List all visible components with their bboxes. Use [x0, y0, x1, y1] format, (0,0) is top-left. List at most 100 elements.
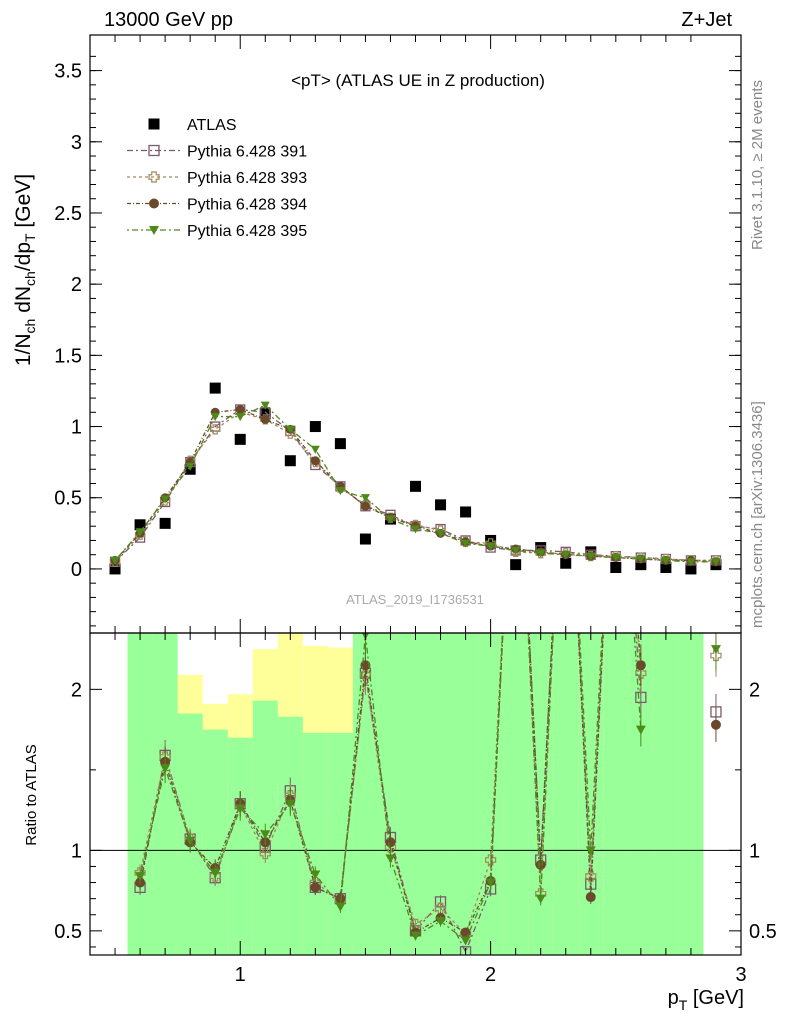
main-point-0-13	[435, 499, 447, 511]
legend-marker-4	[149, 226, 159, 235]
legend-marker-0	[148, 118, 160, 130]
ratio-point-3-3	[185, 836, 196, 846]
ratio-point-0-14	[459, 946, 472, 955]
main-point-0-20	[610, 562, 622, 574]
band-green-10	[377, 633, 403, 955]
x-axis-label: pT [GeV]	[668, 987, 744, 1013]
ratio-point-1-4	[209, 870, 221, 882]
axis-ticks	[90, 35, 741, 955]
legend-label-1: Pythia 6.428 391	[187, 144, 307, 161]
band-green-15	[503, 633, 529, 955]
band-green-4	[227, 737, 253, 955]
main-point-4-5	[235, 412, 245, 422]
header-right-label: Z+Jet	[681, 9, 732, 31]
ratio-point-2-19	[585, 892, 596, 903]
ratio-point-3-2	[160, 764, 171, 774]
main-point-4-4	[210, 412, 220, 422]
legend: ATLAS Pythia 6.428 391 Pythia 6.428 393 Pyt…	[127, 117, 307, 240]
band-green-22	[678, 633, 704, 955]
main-point-0-22	[660, 562, 672, 574]
ratio-series	[134, 633, 722, 955]
main-point-4-3	[185, 462, 195, 471]
main-point-3-10	[360, 501, 370, 511]
band-green-3	[202, 729, 228, 955]
ratio-point-3-6	[260, 830, 271, 840]
main-point-4-14	[461, 539, 471, 548]
main-point-1-4	[210, 421, 221, 432]
main-point-4-12	[411, 525, 420, 534]
band-green-17	[553, 633, 579, 955]
main-y-tick-label-4: 2	[71, 274, 82, 296]
band-green-7	[302, 732, 328, 955]
legend-label-0: ATLAS	[187, 117, 237, 134]
main-point-4-13	[436, 529, 446, 538]
main-y-tick-label-2: 1	[71, 417, 82, 439]
main-point-4-7	[285, 425, 295, 434]
main-series-4	[110, 401, 721, 567]
legend-marker-2	[148, 171, 160, 183]
band-green-21	[653, 633, 679, 955]
rivet-version-label: Rivet 3.1.10, ≥ 2M events	[749, 80, 766, 250]
main-point-4-1	[135, 528, 145, 537]
axis-tick-labels: 00.511.522.533.51 2 30.5 0.51 12 2	[54, 61, 777, 986]
ratio-point-3-1	[135, 872, 146, 882]
ratio-point-3-13	[435, 917, 446, 927]
ratio-point-1-24	[710, 649, 722, 662]
main-y-tick-label-0: 0	[71, 559, 82, 581]
main-point-0-16	[510, 559, 522, 571]
main-point-3-8	[310, 456, 320, 466]
ratio-point-3-8	[310, 870, 321, 880]
main-point-4-19	[586, 552, 596, 561]
main-series-0	[109, 382, 722, 575]
ratio-point-3-14	[460, 936, 471, 946]
legend-marker-1	[148, 144, 160, 157]
main-point-0-0	[109, 563, 121, 575]
legend-label-3: Pythia 6.428 394	[187, 197, 307, 214]
ratio-point-1-19	[585, 870, 597, 882]
main-point-0-8	[309, 421, 321, 433]
ratio-point-2-9	[335, 893, 346, 904]
ratio-y-tick-label-right-1: 1	[749, 840, 760, 862]
main-point-4-0	[110, 556, 120, 565]
ratio-point-3-21	[635, 725, 646, 735]
main-point-4-16	[511, 546, 521, 555]
main-point-0-4	[209, 382, 221, 394]
ratio-point-1-6	[259, 847, 271, 860]
ratio-point-2-11	[385, 837, 396, 848]
band-green-13	[453, 633, 479, 955]
band-green-19	[603, 633, 629, 955]
main-point-4-20	[611, 553, 621, 563]
ratio-series-3	[135, 633, 721, 946]
main-point-4-10	[360, 494, 370, 503]
band-green-14	[478, 633, 504, 955]
main-point-4-8	[310, 445, 320, 454]
ratio-point-2-17	[535, 859, 546, 870]
main-point-4-11	[385, 515, 395, 524]
ratio-y-tick-label-left-1: 1	[71, 840, 82, 862]
ratio-point-2-14	[460, 927, 471, 938]
band-green-1	[152, 633, 178, 955]
ratio-point-3-19	[585, 846, 596, 856]
main-point-0-12	[410, 480, 421, 492]
main-point-4-9	[335, 487, 345, 496]
main-y-tick-label-6: 3	[71, 132, 82, 154]
main-point-4-24	[711, 558, 721, 567]
main-y-tick-label-5: 2.5	[54, 203, 82, 225]
main-point-0-5	[234, 433, 246, 445]
main-point-0-10	[359, 533, 371, 545]
main-point-4-17	[536, 549, 546, 558]
ratio-point-3-11	[385, 854, 396, 864]
ratio-point-1-15	[485, 854, 497, 866]
legend-marker-3	[149, 198, 159, 209]
ratio-point-3-15	[485, 878, 496, 888]
main-y-tick-label-3: 1.5	[54, 345, 82, 367]
ratio-point-1-13	[434, 902, 447, 914]
main-y-tick-label-1: 0.5	[54, 488, 82, 510]
ratio-point-3-7	[285, 799, 296, 809]
legend-label-4: Pythia 6.428 395	[187, 223, 307, 240]
main-point-0-7	[284, 455, 296, 467]
band-green-0	[127, 633, 153, 955]
watermark-label: ATLAS_2019_I1736531	[346, 592, 484, 607]
chart-title: <pT> (ATLAS UE in Z production)	[291, 71, 545, 90]
main-point-4-23	[686, 558, 696, 567]
